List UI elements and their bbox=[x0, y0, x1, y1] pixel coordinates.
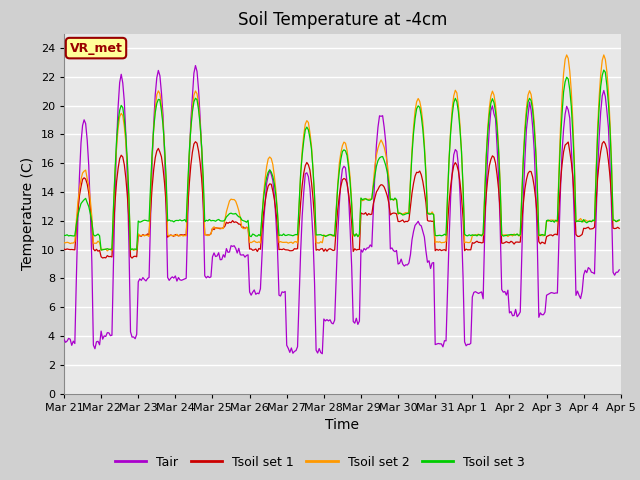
X-axis label: Time: Time bbox=[325, 418, 360, 432]
Title: Soil Temperature at -4cm: Soil Temperature at -4cm bbox=[237, 11, 447, 29]
Text: VR_met: VR_met bbox=[70, 42, 122, 55]
Y-axis label: Temperature (C): Temperature (C) bbox=[21, 157, 35, 270]
Legend: Tair, Tsoil set 1, Tsoil set 2, Tsoil set 3: Tair, Tsoil set 1, Tsoil set 2, Tsoil se… bbox=[110, 451, 530, 474]
